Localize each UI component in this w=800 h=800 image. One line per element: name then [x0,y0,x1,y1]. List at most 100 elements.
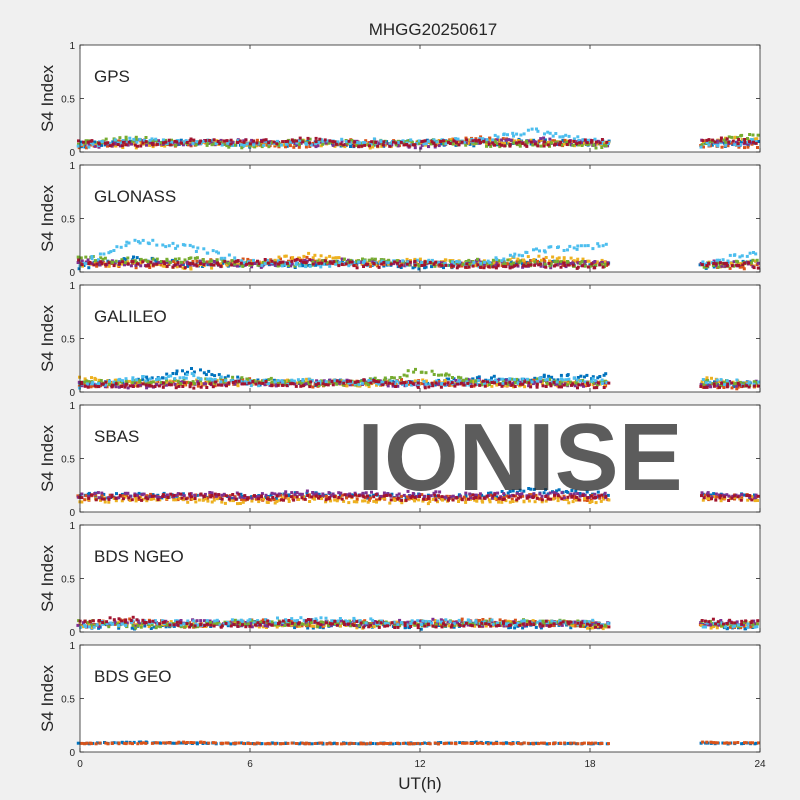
data-point [498,145,502,149]
data-point [468,383,472,387]
data-point [157,261,161,265]
data-point [505,494,509,498]
data-point [118,493,122,497]
data-point [164,140,168,144]
data-point [102,492,106,496]
data-point [522,489,526,493]
data-point [535,385,539,389]
data-point [168,379,172,383]
data-point [139,141,143,145]
data-point [123,263,126,267]
data-point [487,494,491,497]
data-point [94,259,97,263]
data-point [230,263,234,267]
data-point [743,141,747,144]
y-tick-label: 0.5 [61,335,75,346]
data-point [129,264,133,268]
data-point [520,492,524,496]
data-point [378,497,382,501]
data-point [127,140,131,144]
data-point [737,264,741,267]
data-point [256,259,259,263]
data-point [283,492,287,496]
data-point [745,254,749,258]
data-point [154,139,158,143]
data-point [196,384,200,388]
data-point [181,492,185,496]
data-point [90,376,93,380]
data-point [187,257,191,260]
data-point [746,137,749,140]
data-point [440,497,444,501]
data-point [241,378,245,382]
data-point [144,136,148,139]
data-point [134,384,138,388]
data-point [562,140,566,144]
data-point [112,496,116,500]
data-point [114,382,118,386]
data-point [377,380,381,384]
data-point [575,496,579,499]
data-point [747,380,751,384]
data-point [567,501,571,505]
data-point [124,379,128,383]
data-point [399,381,403,385]
data-point [106,144,109,148]
data-point [314,263,317,267]
data-point [333,140,337,144]
data-point [345,140,349,143]
data-point [269,493,273,497]
data-point [345,493,349,497]
data-point [471,264,475,268]
data-point [527,139,530,143]
data-point [555,380,559,384]
data-point [91,142,95,146]
data-point [305,491,309,495]
data-point [529,382,533,386]
data-point [293,382,297,386]
data-point [133,494,137,498]
data-point [301,379,305,383]
data-point [468,262,472,266]
data-point [426,495,430,499]
data-point [586,244,590,248]
data-point [566,260,570,264]
data-point [148,141,152,145]
data-point [359,260,363,264]
data-point [133,259,137,263]
data-point [448,142,452,145]
data-point [538,262,542,266]
data-point [172,498,176,502]
data-point [725,264,729,268]
data-point [702,265,706,269]
data-point [303,497,307,501]
data-point [307,380,311,384]
data-point [579,139,582,143]
data-point [545,381,549,385]
data-point [494,378,498,382]
data-point [521,626,525,630]
data-point [192,374,196,378]
data-point [175,372,178,376]
data-point [735,263,739,267]
data-point [716,261,720,265]
data-point [134,263,138,267]
data-point [181,140,185,144]
data-point [742,624,746,628]
data-point [77,384,81,388]
data-point [250,138,254,142]
data-point [430,369,434,373]
data-point [281,140,285,144]
axes-box [79,404,761,513]
data-point [737,138,741,141]
data-point [586,265,590,269]
data-point [227,253,231,257]
data-point [173,377,177,381]
data-point [138,241,142,245]
data-point [236,384,240,388]
data-point [151,380,155,384]
data-point [560,385,563,389]
data-point [181,369,184,373]
data-point [555,382,559,386]
data-point [748,133,752,136]
